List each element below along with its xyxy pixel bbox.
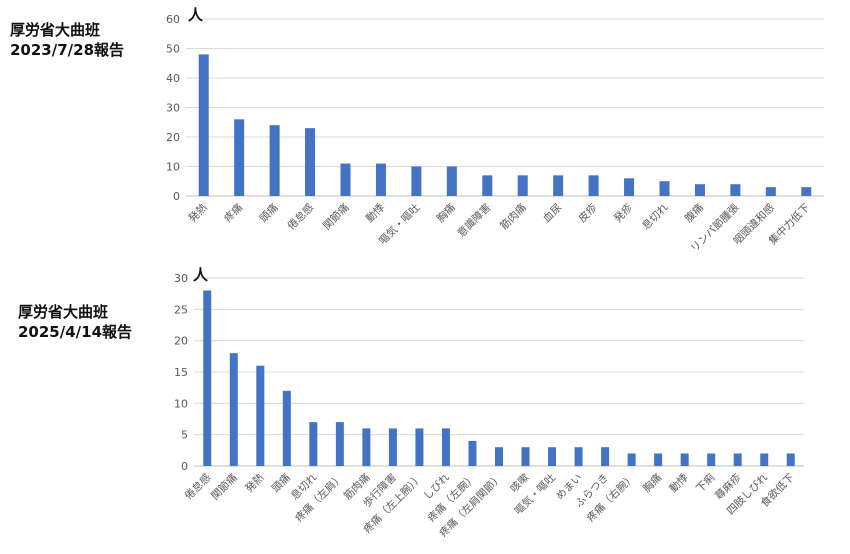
chart2-bar [733,453,742,466]
chart2-bar [786,453,795,466]
chart2-title-line2: 2025/4/14報告 [18,323,133,341]
chart1-x-tick-label: 皮疹 [576,201,600,225]
chart2-bar [601,447,610,466]
chart1-bar [340,163,351,196]
chart2-bar [388,428,397,466]
chart1-x-tick-label: 倦怠感 [285,201,317,233]
chart1-bar [588,175,599,196]
chart2-bar [707,453,716,466]
chart2-bar [441,428,450,466]
chart1-bar [659,181,670,196]
chart2-x-tick-label: 関節痛 [208,471,239,502]
chart1-bar [375,163,386,196]
chart1-x-tick-label: 頭痛 [257,201,281,225]
chart1-bar [446,166,457,196]
chart1-bar [624,178,635,196]
chart1-bar [198,54,209,197]
chart2-y-tick-label: 30 [174,272,188,285]
chart2-y-unit-label: 人 [193,266,209,284]
chart1-x-tick-label: 発疹 [611,201,635,225]
chart2-bar [309,422,318,466]
chart2-bar [415,428,424,466]
chart2-y-tick-label: 10 [174,397,188,410]
chart2-bar [680,453,689,466]
chart1-plot: 0102030405060 人発熱 疼痛 頭痛 倦怠感 関節痛 動悸嘔気・嘔吐 胸痛意識障害筋… [166,6,824,255]
chart1-x-tick-label: 息切れ [639,201,671,233]
chart2-bar [495,447,503,466]
chart2-y-tick-label: 0 [181,460,188,473]
chart2-side-title: 厚労省大曲班 2025/4/14報告 [18,302,132,342]
chart1-x-tick-label: 動悸 [363,201,387,225]
chart1-bar [305,128,316,196]
chart2-bar [229,353,238,466]
chart2-title-line1: 厚労省大曲班 [18,303,109,321]
chart1-x-tick-label: 関節痛 [320,201,351,232]
chart1-x-tick-label: 意識障害 [455,201,494,240]
chart2-x-tick-label: 咳嗽 [508,471,532,495]
chart1-side-title: 厚労省大曲班 2023/7/28報告 [10,20,124,60]
chart2-x-tick-label: 下痢 [693,471,717,495]
chart1-bar [517,175,528,196]
chart2-bar [760,453,769,466]
chart2-x-tick-label: 倦怠感 [182,471,214,503]
chart2-bar [654,453,663,466]
chart2-y-tick-label: 15 [174,366,188,379]
chart1-bar [730,184,741,196]
chart1-y-tick-label: 40 [166,72,180,85]
chart1-x-tick-label: 発熱 [186,201,210,225]
chart1-x-tick-label: 腹痛 [682,201,706,225]
chart1-bar [482,175,493,196]
chart2-x-tick-label: 発熱 [242,471,266,495]
chart2-bar [256,365,265,466]
chart1-bar [234,119,245,196]
chart2-bar [548,447,557,466]
chart1-y-tick-label: 20 [166,131,180,144]
chart2-x-tick-label: 動悸 [667,471,691,495]
chart1-y-unit-label: 人 [188,6,204,24]
chart1-y-tick-label: 50 [166,43,180,56]
chart2-x-tick-label: 頭痛 [269,471,293,495]
chart1-y-tick-label: 10 [166,161,180,174]
chart2-y-tick-label: 20 [174,335,188,348]
chart1-y-tick-label: 30 [166,102,180,115]
chart2-y-tick-label: 5 [181,429,188,442]
chart1-x-tick-label: 血尿 [540,201,564,225]
chart1-bar [801,187,812,196]
chart2-bar [521,447,530,466]
chart2-bar [574,447,583,466]
chart2-bar [282,390,291,466]
chart1-x-tick-label: 筋肉痛 [497,201,528,232]
chart1-bar [269,125,280,196]
chart2-bar [335,422,344,466]
chart2-x-tick-label: 胸痛 [640,471,664,495]
chart1-bar [411,166,422,196]
chart2-bar [468,440,477,466]
chart1-bar [553,175,564,196]
chart1-x-tick-label: 胸痛 [434,201,458,225]
chart1-x-tick-label: 疼痛 [221,201,245,225]
chart2-bar [627,453,636,466]
chart1-y-tick-label: 60 [166,13,180,26]
chart2-bar [203,290,212,466]
chart1-bar [765,187,776,196]
chart2-bar [362,428,371,466]
chart2-y-tick-label: 25 [174,303,188,316]
chart1-title-line2: 2023/7/28報告 [10,41,125,59]
chart1-y-tick-label: 0 [173,190,180,203]
chart1-bar [694,184,705,196]
chart1-title-line1: 厚労省大曲班 [10,21,101,39]
